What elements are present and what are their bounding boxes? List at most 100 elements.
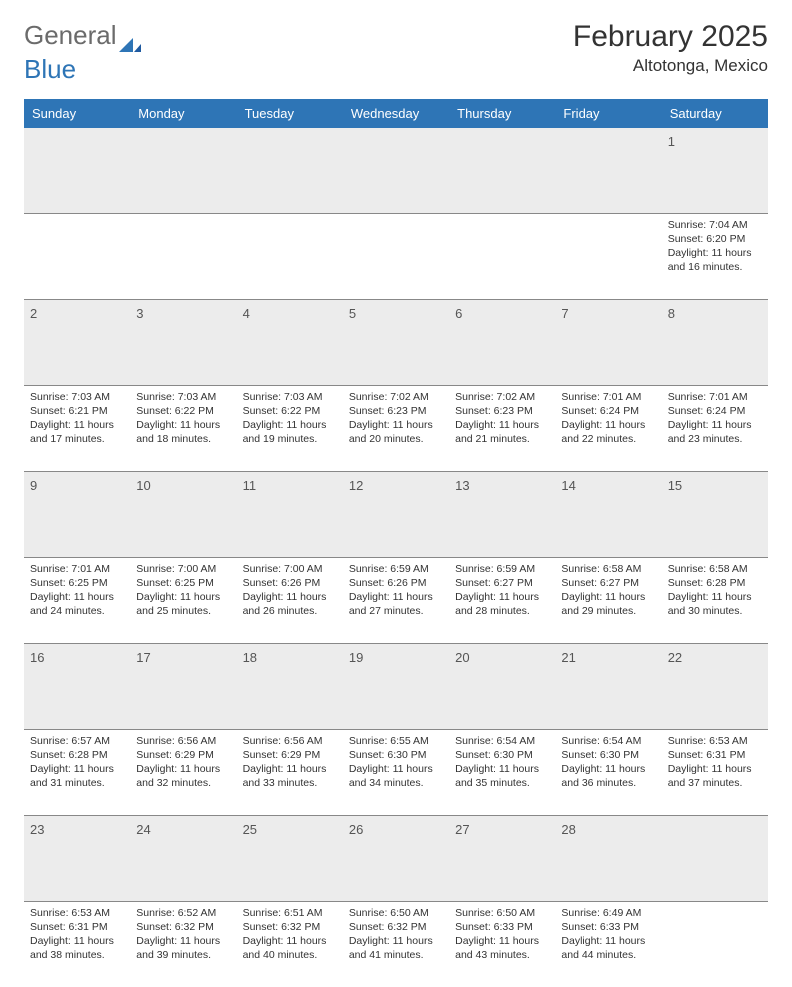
- day-number-cell: 12: [343, 471, 449, 557]
- empty-cell: [24, 213, 130, 299]
- empty-cell: [343, 213, 449, 299]
- day-body-row: Sunrise: 7:03 AMSunset: 6:21 PMDaylight:…: [24, 385, 768, 471]
- day-number-cell: 7: [555, 299, 661, 385]
- day-cell: Sunrise: 7:02 AMSunset: 6:23 PMDaylight:…: [449, 385, 555, 471]
- day-number-cell: 27: [449, 815, 555, 901]
- day-number-cell: 14: [555, 471, 661, 557]
- day-cell: Sunrise: 6:53 AMSunset: 6:31 PMDaylight:…: [662, 729, 768, 815]
- day-number: [668, 820, 762, 840]
- logo-text-1: General: [24, 20, 117, 51]
- day-number-cell: 10: [130, 471, 236, 557]
- day-cell: Sunrise: 7:03 AMSunset: 6:22 PMDaylight:…: [237, 385, 343, 471]
- day-number: 9: [30, 476, 124, 496]
- day-details: Sunrise: 6:56 AMSunset: 6:29 PMDaylight:…: [136, 734, 230, 791]
- day-cell: Sunrise: 6:55 AMSunset: 6:30 PMDaylight:…: [343, 729, 449, 815]
- weekday-header: Saturday: [662, 100, 768, 127]
- day-body-row: Sunrise: 7:04 AMSunset: 6:20 PMDaylight:…: [24, 213, 768, 299]
- day-number: 18: [243, 648, 337, 668]
- day-body-row: Sunrise: 6:57 AMSunset: 6:28 PMDaylight:…: [24, 729, 768, 815]
- day-cell: Sunrise: 7:01 AMSunset: 6:24 PMDaylight:…: [555, 385, 661, 471]
- day-number-cell: 1: [662, 127, 768, 213]
- day-number: 26: [349, 820, 443, 840]
- day-details: Sunrise: 6:58 AMSunset: 6:27 PMDaylight:…: [561, 562, 655, 619]
- day-details: Sunrise: 7:00 AMSunset: 6:26 PMDaylight:…: [243, 562, 337, 619]
- day-cell: Sunrise: 6:53 AMSunset: 6:31 PMDaylight:…: [24, 901, 130, 987]
- day-number: 19: [349, 648, 443, 668]
- day-details: Sunrise: 7:04 AMSunset: 6:20 PMDaylight:…: [668, 218, 762, 275]
- day-number-cell: 5: [343, 299, 449, 385]
- calendar-table: SundayMondayTuesdayWednesdayThursdayFrid…: [24, 99, 768, 987]
- day-number: 14: [561, 476, 655, 496]
- day-details: Sunrise: 6:50 AMSunset: 6:32 PMDaylight:…: [349, 906, 443, 963]
- day-cell: Sunrise: 6:57 AMSunset: 6:28 PMDaylight:…: [24, 729, 130, 815]
- empty-cell: [662, 901, 768, 987]
- day-details: Sunrise: 6:51 AMSunset: 6:32 PMDaylight:…: [243, 906, 337, 963]
- day-number: 10: [136, 476, 230, 496]
- day-number: 1: [668, 132, 762, 152]
- day-number: 28: [561, 820, 655, 840]
- day-details: Sunrise: 6:58 AMSunset: 6:28 PMDaylight:…: [668, 562, 762, 619]
- day-cell: Sunrise: 6:54 AMSunset: 6:30 PMDaylight:…: [555, 729, 661, 815]
- weekday-header: Friday: [555, 100, 661, 127]
- day-body-row: Sunrise: 6:53 AMSunset: 6:31 PMDaylight:…: [24, 901, 768, 987]
- day-body-row: Sunrise: 7:01 AMSunset: 6:25 PMDaylight:…: [24, 557, 768, 643]
- day-cell: Sunrise: 6:56 AMSunset: 6:29 PMDaylight:…: [130, 729, 236, 815]
- day-number-cell: 20: [449, 643, 555, 729]
- empty-cell: [662, 815, 768, 901]
- weekday-header: Wednesday: [343, 100, 449, 127]
- day-cell: Sunrise: 6:59 AMSunset: 6:26 PMDaylight:…: [343, 557, 449, 643]
- day-number: 22: [668, 648, 762, 668]
- location: Altotonga, Mexico: [573, 56, 768, 76]
- day-number-row: 9 10 11 12 13 14 15: [24, 471, 768, 557]
- day-cell: Sunrise: 6:50 AMSunset: 6:33 PMDaylight:…: [449, 901, 555, 987]
- day-cell: Sunrise: 7:03 AMSunset: 6:21 PMDaylight:…: [24, 385, 130, 471]
- day-number-cell: 6: [449, 299, 555, 385]
- day-cell: Sunrise: 7:03 AMSunset: 6:22 PMDaylight:…: [130, 385, 236, 471]
- day-cell: Sunrise: 6:58 AMSunset: 6:27 PMDaylight:…: [555, 557, 661, 643]
- day-details: Sunrise: 7:02 AMSunset: 6:23 PMDaylight:…: [455, 390, 549, 447]
- empty-cell: [130, 127, 236, 213]
- day-number-row: 1: [24, 127, 768, 213]
- day-cell: Sunrise: 6:50 AMSunset: 6:32 PMDaylight:…: [343, 901, 449, 987]
- day-details: Sunrise: 7:03 AMSunset: 6:22 PMDaylight:…: [243, 390, 337, 447]
- day-number: [30, 132, 124, 152]
- day-number: 13: [455, 476, 549, 496]
- day-number: 8: [668, 304, 762, 324]
- day-details: Sunrise: 6:50 AMSunset: 6:33 PMDaylight:…: [455, 906, 549, 963]
- logo-sail-icon: [119, 28, 141, 44]
- day-details: Sunrise: 6:55 AMSunset: 6:30 PMDaylight:…: [349, 734, 443, 791]
- day-cell: Sunrise: 7:04 AMSunset: 6:20 PMDaylight:…: [662, 213, 768, 299]
- day-cell: Sunrise: 6:52 AMSunset: 6:32 PMDaylight:…: [130, 901, 236, 987]
- day-number: 24: [136, 820, 230, 840]
- day-details: Sunrise: 7:01 AMSunset: 6:25 PMDaylight:…: [30, 562, 124, 619]
- day-number: [349, 132, 443, 152]
- day-number: 7: [561, 304, 655, 324]
- day-number: 11: [243, 476, 337, 496]
- day-number: [455, 132, 549, 152]
- empty-cell: [449, 213, 555, 299]
- empty-cell: [555, 213, 661, 299]
- day-number-cell: 13: [449, 471, 555, 557]
- day-number-cell: 18: [237, 643, 343, 729]
- day-number-cell: 3: [130, 299, 236, 385]
- day-number: 2: [30, 304, 124, 324]
- day-details: Sunrise: 6:54 AMSunset: 6:30 PMDaylight:…: [561, 734, 655, 791]
- day-number-cell: 2: [24, 299, 130, 385]
- empty-cell: [237, 127, 343, 213]
- empty-cell: [237, 213, 343, 299]
- day-number-cell: 26: [343, 815, 449, 901]
- day-number: 5: [349, 304, 443, 324]
- day-details: Sunrise: 7:01 AMSunset: 6:24 PMDaylight:…: [561, 390, 655, 447]
- day-details: Sunrise: 7:02 AMSunset: 6:23 PMDaylight:…: [349, 390, 443, 447]
- day-number: 20: [455, 648, 549, 668]
- day-number-cell: 21: [555, 643, 661, 729]
- day-cell: Sunrise: 6:51 AMSunset: 6:32 PMDaylight:…: [237, 901, 343, 987]
- logo: General: [24, 20, 141, 51]
- day-details: Sunrise: 6:57 AMSunset: 6:28 PMDaylight:…: [30, 734, 124, 791]
- weekday-header: Sunday: [24, 100, 130, 127]
- day-number: 15: [668, 476, 762, 496]
- day-number-cell: 16: [24, 643, 130, 729]
- day-number-cell: 19: [343, 643, 449, 729]
- day-number-cell: 28: [555, 815, 661, 901]
- weekday-header-row: SundayMondayTuesdayWednesdayThursdayFrid…: [24, 100, 768, 127]
